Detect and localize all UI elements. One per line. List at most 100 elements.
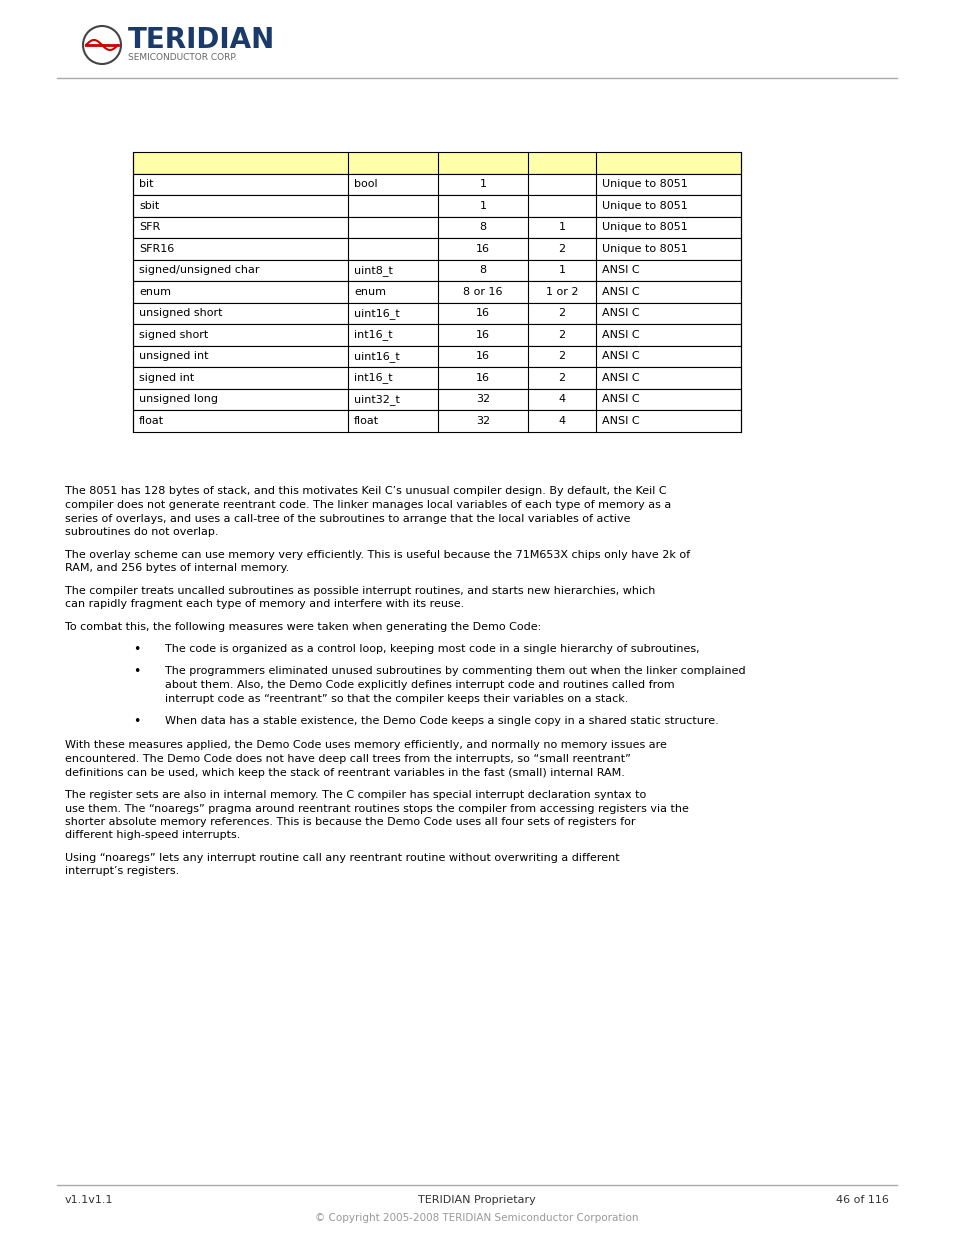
Text: ANSI C: ANSI C [601, 330, 639, 340]
Text: 8: 8 [479, 266, 486, 275]
Text: 16: 16 [476, 243, 490, 253]
Bar [132, 346, 740, 367]
Bar [132, 367, 740, 389]
Text: SFR16: SFR16 [139, 243, 174, 253]
Text: 8: 8 [479, 222, 486, 232]
Text: 2: 2 [558, 351, 565, 362]
Text: The overlay scheme can use memory very efficiently. This is useful because the 7: The overlay scheme can use memory very e… [65, 550, 689, 559]
Text: With these measures applied, the Demo Code uses memory efficiently, and normally: With these measures applied, the Demo Co… [65, 741, 666, 751]
Text: SEMICONDUCTOR CORP.: SEMICONDUCTOR CORP. [128, 53, 237, 62]
Text: int16_t: int16_t [354, 330, 393, 340]
Text: The compiler treats uncalled subroutines as possible interrupt routines, and sta: The compiler treats uncalled subroutines… [65, 585, 655, 595]
Text: shorter absolute memory references. This is because the Demo Code uses all four : shorter absolute memory references. This… [65, 818, 635, 827]
Text: enum: enum [139, 287, 171, 296]
Text: float: float [354, 416, 378, 426]
Text: interrupt code as “reentrant” so that the compiler keeps their variables on a st: interrupt code as “reentrant” so that th… [165, 694, 628, 704]
Text: •: • [133, 715, 140, 727]
Text: To combat this, the following measures were taken when generating the Demo Code:: To combat this, the following measures w… [65, 621, 540, 631]
Text: RAM, and 256 bytes of internal memory.: RAM, and 256 bytes of internal memory. [65, 563, 289, 573]
Text: 16: 16 [476, 373, 490, 383]
Text: ANSI C: ANSI C [601, 266, 639, 275]
Text: uint8_t: uint8_t [354, 264, 393, 275]
Text: When data has a stable existence, the Demo Code keeps a single copy in a shared : When data has a stable existence, the De… [165, 716, 718, 726]
Bar [132, 195, 740, 216]
Text: interrupt’s registers.: interrupt’s registers. [65, 867, 179, 877]
Text: The code is organized as a control loop, keeping most code in a single hierarchy: The code is organized as a control loop,… [165, 643, 699, 655]
Text: bool: bool [354, 179, 377, 189]
Text: compiler does not generate reentrant code. The linker manages local variables of: compiler does not generate reentrant cod… [65, 500, 671, 510]
Text: 2: 2 [558, 309, 565, 319]
Text: 1: 1 [479, 201, 486, 211]
Text: 1: 1 [479, 179, 486, 189]
Bar [132, 410, 740, 431]
Text: float: float [139, 416, 164, 426]
Text: 46 of 116: 46 of 116 [835, 1195, 888, 1205]
Text: ANSI C: ANSI C [601, 351, 639, 362]
Text: bit: bit [139, 179, 153, 189]
Text: TERIDIAN Proprietary: TERIDIAN Proprietary [417, 1195, 536, 1205]
Text: ANSI C: ANSI C [601, 309, 639, 319]
Text: ANSI C: ANSI C [601, 416, 639, 426]
Text: 8 or 16: 8 or 16 [463, 287, 502, 296]
Bar [132, 173, 740, 195]
Text: SFR: SFR [139, 222, 160, 232]
Text: definitions can be used, which keep the stack of reentrant variables in the fast: definitions can be used, which keep the … [65, 767, 624, 778]
Text: The programmers eliminated unused subroutines by commenting them out when the li: The programmers eliminated unused subrou… [165, 667, 745, 677]
Text: subroutines do not overlap.: subroutines do not overlap. [65, 527, 218, 537]
Bar [132, 259, 740, 282]
Bar [132, 152, 740, 173]
Text: unsigned short: unsigned short [139, 309, 222, 319]
Text: signed/unsigned char: signed/unsigned char [139, 266, 259, 275]
Text: uint16_t: uint16_t [354, 308, 399, 319]
Text: Unique to 8051: Unique to 8051 [601, 222, 687, 232]
Text: 32: 32 [476, 416, 490, 426]
Text: 4: 4 [558, 394, 565, 404]
Bar [132, 216, 740, 238]
Text: 2: 2 [558, 373, 565, 383]
Text: series of overlays, and uses a call-tree of the subroutines to arrange that the : series of overlays, and uses a call-tree… [65, 514, 630, 524]
Text: encountered. The Demo Code does not have deep call trees from the interrupts, so: encountered. The Demo Code does not have… [65, 755, 630, 764]
Bar [132, 389, 740, 410]
Text: unsigned long: unsigned long [139, 394, 218, 404]
Text: •: • [133, 666, 140, 678]
Text: Unique to 8051: Unique to 8051 [601, 201, 687, 211]
Text: The 8051 has 128 bytes of stack, and this motivates Keil C’s unusual compiler de: The 8051 has 128 bytes of stack, and thi… [65, 487, 666, 496]
Text: 16: 16 [476, 351, 490, 362]
Text: 16: 16 [476, 309, 490, 319]
Text: 1: 1 [558, 266, 565, 275]
Text: 1 or 2: 1 or 2 [545, 287, 578, 296]
Text: Unique to 8051: Unique to 8051 [601, 179, 687, 189]
Text: can rapidly fragment each type of memory and interfere with its reuse.: can rapidly fragment each type of memory… [65, 599, 464, 609]
Text: about them. Also, the Demo Code explicitly defines interrupt code and routines c: about them. Also, the Demo Code explicit… [165, 680, 674, 690]
Text: 16: 16 [476, 330, 490, 340]
Text: use them. The “noaregs” pragma around reentrant routines stops the compiler from: use them. The “noaregs” pragma around re… [65, 804, 688, 814]
Text: enum: enum [354, 287, 386, 296]
Text: sbit: sbit [139, 201, 159, 211]
Text: 2: 2 [558, 243, 565, 253]
Bar [132, 238, 740, 259]
Text: 2: 2 [558, 330, 565, 340]
Text: •: • [133, 643, 140, 656]
Text: uint16_t: uint16_t [354, 351, 399, 362]
Text: uint32_t: uint32_t [354, 394, 399, 405]
Text: TERIDIAN: TERIDIAN [128, 26, 275, 54]
Text: ANSI C: ANSI C [601, 287, 639, 296]
Text: © Copyright 2005-2008 TERIDIAN Semiconductor Corporation: © Copyright 2005-2008 TERIDIAN Semicondu… [314, 1213, 639, 1223]
Text: unsigned int: unsigned int [139, 351, 209, 362]
Text: v1.1v1.1: v1.1v1.1 [65, 1195, 113, 1205]
Text: int16_t: int16_t [354, 372, 393, 383]
Text: ANSI C: ANSI C [601, 373, 639, 383]
Text: different high-speed interrupts.: different high-speed interrupts. [65, 830, 240, 841]
Text: 32: 32 [476, 394, 490, 404]
Bar [132, 303, 740, 324]
Text: 1: 1 [558, 222, 565, 232]
Text: Unique to 8051: Unique to 8051 [601, 243, 687, 253]
Text: Using “noaregs” lets any interrupt routine call any reentrant routine without ov: Using “noaregs” lets any interrupt routi… [65, 853, 619, 863]
Text: signed short: signed short [139, 330, 208, 340]
Text: ANSI C: ANSI C [601, 394, 639, 404]
Bar [132, 324, 740, 346]
Text: The register sets are also in internal memory. The C compiler has special interr: The register sets are also in internal m… [65, 790, 645, 800]
Text: signed int: signed int [139, 373, 194, 383]
Text: 4: 4 [558, 416, 565, 426]
Bar [132, 282, 740, 303]
